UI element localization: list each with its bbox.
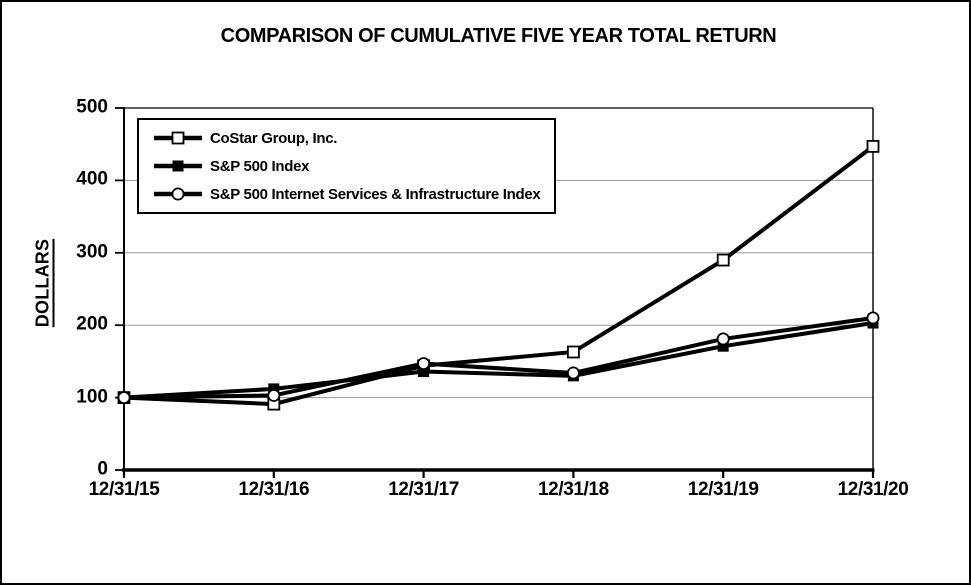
y-tick-label: 100 — [76, 386, 108, 408]
legend-item: CoStar Group, Inc. — [152, 124, 540, 152]
y-tick-label: 400 — [76, 168, 108, 190]
legend-item: S&P 500 Index — [152, 152, 540, 180]
x-tick-label: 12/31/17 — [388, 479, 459, 500]
series-line — [123, 321, 874, 400]
open-circle-marker-icon — [417, 357, 431, 371]
open-square-marker-icon — [866, 139, 880, 153]
legend-swatch — [154, 187, 202, 201]
open-circle-marker-icon — [267, 388, 281, 402]
open-square-marker-icon — [567, 345, 580, 359]
legend: CoStar Group, Inc. S&P 500 Index S&P 500 I… — [137, 118, 557, 214]
legend-label: CoStar Group, Inc. — [210, 129, 338, 147]
legend-item: S&P 500 Internet Services & Infrastructu… — [152, 180, 541, 208]
filled-square-marker-icon — [172, 160, 184, 172]
legend-swatch — [154, 160, 202, 172]
chart-title: COMPARISON OF CUMULATIVE FIVE YEAR TOTAL… — [220, 25, 777, 47]
y-tick-label: 200 — [76, 313, 108, 335]
open-circle-marker-icon — [716, 332, 730, 346]
open-circle-marker-icon — [171, 187, 185, 201]
x-tick-label: 12/31/18 — [538, 479, 609, 500]
series-line — [123, 144, 875, 407]
series-line — [123, 315, 874, 400]
open-circle-marker-icon — [866, 311, 880, 325]
legend-label: S&P 500 Index — [210, 157, 310, 175]
open-square-marker-icon — [716, 253, 730, 267]
legend-swatch — [154, 131, 202, 145]
y-tick-label: 300 — [76, 241, 108, 263]
y-tick-label: 0 — [97, 458, 108, 480]
x-tick-label: 12/31/16 — [238, 479, 310, 500]
x-tick-label: 12/31/15 — [88, 479, 160, 500]
x-tick-label: 12/31/19 — [687, 479, 759, 500]
open-circle-marker-icon — [566, 366, 580, 380]
series-open-circle — [117, 311, 880, 405]
y-tick-label: 500 — [76, 96, 108, 118]
open-circle-marker-icon — [117, 391, 131, 405]
x-tick-label: 12/31/20 — [837, 479, 909, 500]
legend-label: S&P 500 Internet Services & Infrastructu… — [210, 185, 541, 203]
open-square-marker-icon — [171, 131, 185, 145]
